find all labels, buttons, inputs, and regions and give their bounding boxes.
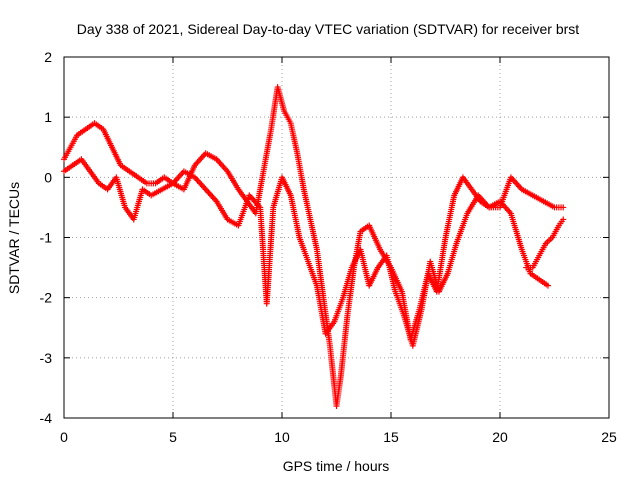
series-track-c xyxy=(523,216,567,271)
x-tick-label: 20 xyxy=(492,429,508,445)
chart-title: Day 338 of 2021, Sidereal Day-to-day VTE… xyxy=(77,21,579,37)
x-axis-label: GPS time / hours xyxy=(283,458,390,474)
x-tick-label: 15 xyxy=(383,429,399,445)
axis-ticks: 0 5 10 15 20 25 -4 -3 -2 -1 0 1 2 xyxy=(40,49,617,445)
data-point xyxy=(560,216,567,223)
series-track-b xyxy=(61,156,551,349)
y-tick-label: 2 xyxy=(44,49,52,65)
y-tick-label: -4 xyxy=(40,410,53,426)
data-point xyxy=(544,282,551,289)
x-tick-label: 25 xyxy=(601,429,617,445)
x-tick-label: 10 xyxy=(274,429,290,445)
y-tick-label: 1 xyxy=(44,109,52,125)
y-tick-label: -1 xyxy=(40,230,53,246)
y-axis-label: SDTVAR / TECUs xyxy=(6,182,22,294)
y-tick-label: -3 xyxy=(40,350,53,366)
grid xyxy=(64,57,609,418)
y-tick-label: 0 xyxy=(44,169,52,185)
x-tick-label: 0 xyxy=(60,429,68,445)
series-track-a xyxy=(61,84,567,409)
y-tick-label: -2 xyxy=(40,290,53,306)
data-points xyxy=(61,84,567,409)
x-tick-label: 5 xyxy=(169,429,177,445)
data-point xyxy=(560,204,567,211)
